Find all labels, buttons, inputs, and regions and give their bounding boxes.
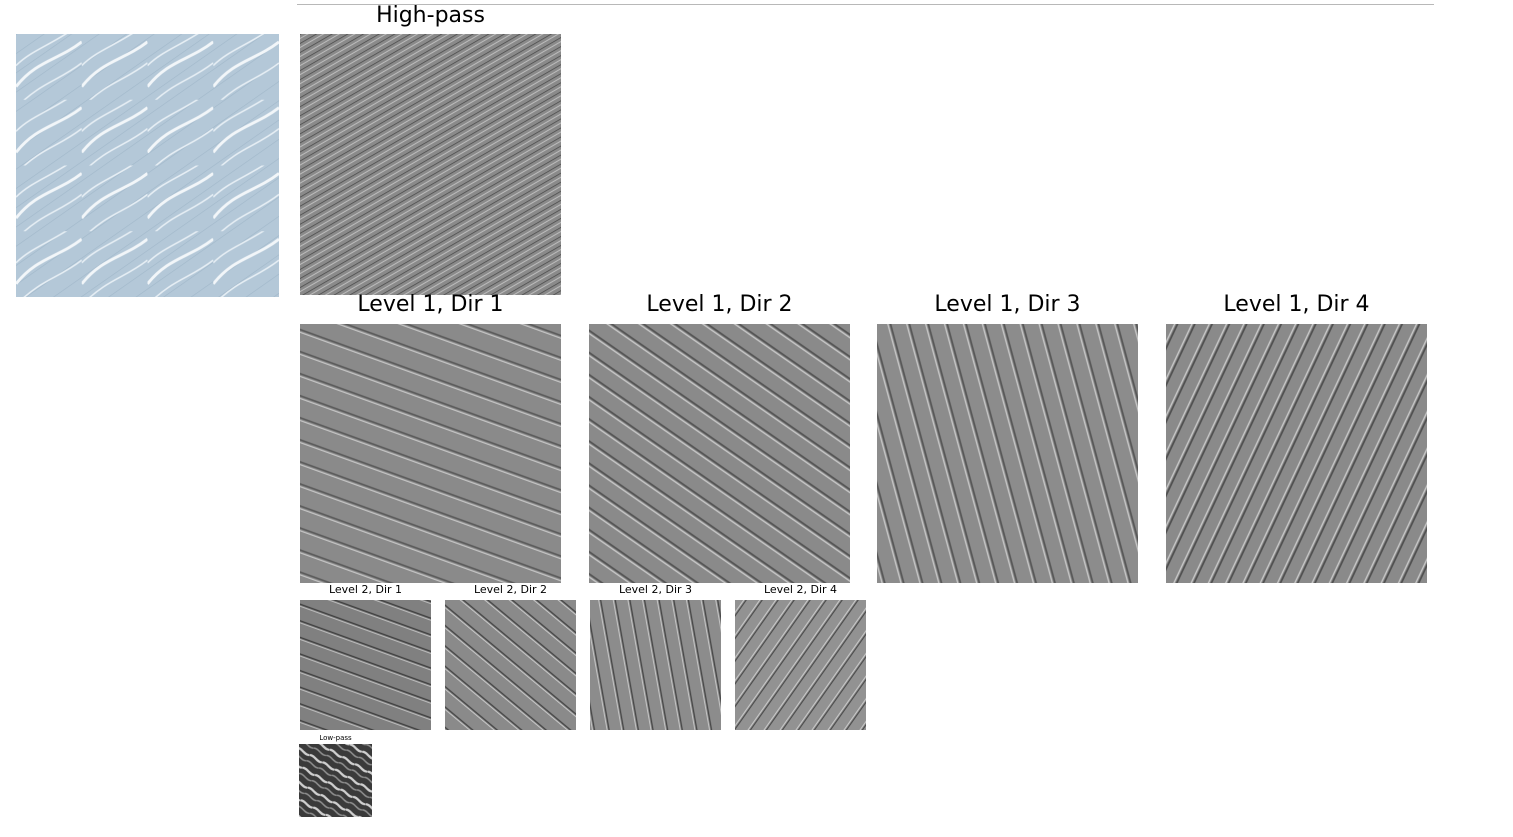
level1-dir4-title: Level 1, Dir 4 xyxy=(1223,292,1370,317)
highpass-image xyxy=(300,34,561,295)
level1-dir1-texture-icon xyxy=(300,324,561,583)
level1-dir3-title: Level 1, Dir 3 xyxy=(934,292,1081,317)
level1-dir2-texture-icon xyxy=(589,324,850,583)
level2-dir3-texture-icon xyxy=(590,600,721,730)
level2-dir3-title: Level 2, Dir 3 xyxy=(618,583,693,596)
lowpass-title: Low-pass xyxy=(319,734,352,742)
highpass-texture-icon xyxy=(300,34,561,295)
level1-dir3-texture-icon xyxy=(877,324,1138,583)
top-divider xyxy=(297,4,1434,5)
level1-dir2-title: Level 1, Dir 2 xyxy=(646,292,793,317)
level2-dir1-image xyxy=(300,600,431,730)
level1-dir3-image xyxy=(877,324,1138,583)
level2-dir2-image xyxy=(445,600,576,730)
lowpass-image xyxy=(299,744,372,817)
level2-dir4-image xyxy=(735,600,866,730)
level2-dir4-texture-icon xyxy=(735,600,866,730)
input-image xyxy=(16,34,279,297)
level1-dir4-image xyxy=(1166,324,1427,583)
level2-dir2-title: Level 2, Dir 2 xyxy=(473,583,548,596)
level1-dir1-title: Level 1, Dir 1 xyxy=(357,292,504,317)
level2-dir1-title: Level 2, Dir 1 xyxy=(328,583,403,596)
leaf-pattern-icon xyxy=(16,34,279,297)
level1-dir4-texture-icon xyxy=(1166,324,1427,583)
level2-dir4-title: Level 2, Dir 4 xyxy=(763,583,838,596)
lowpass-texture-icon xyxy=(299,744,372,817)
highpass-title: High-pass xyxy=(376,3,485,28)
level2-dir1-texture-icon xyxy=(300,600,431,730)
level1-dir1-image xyxy=(300,324,561,583)
level2-dir2-texture-icon xyxy=(445,600,576,730)
level2-dir3-image xyxy=(590,600,721,730)
level1-dir2-image xyxy=(589,324,850,583)
